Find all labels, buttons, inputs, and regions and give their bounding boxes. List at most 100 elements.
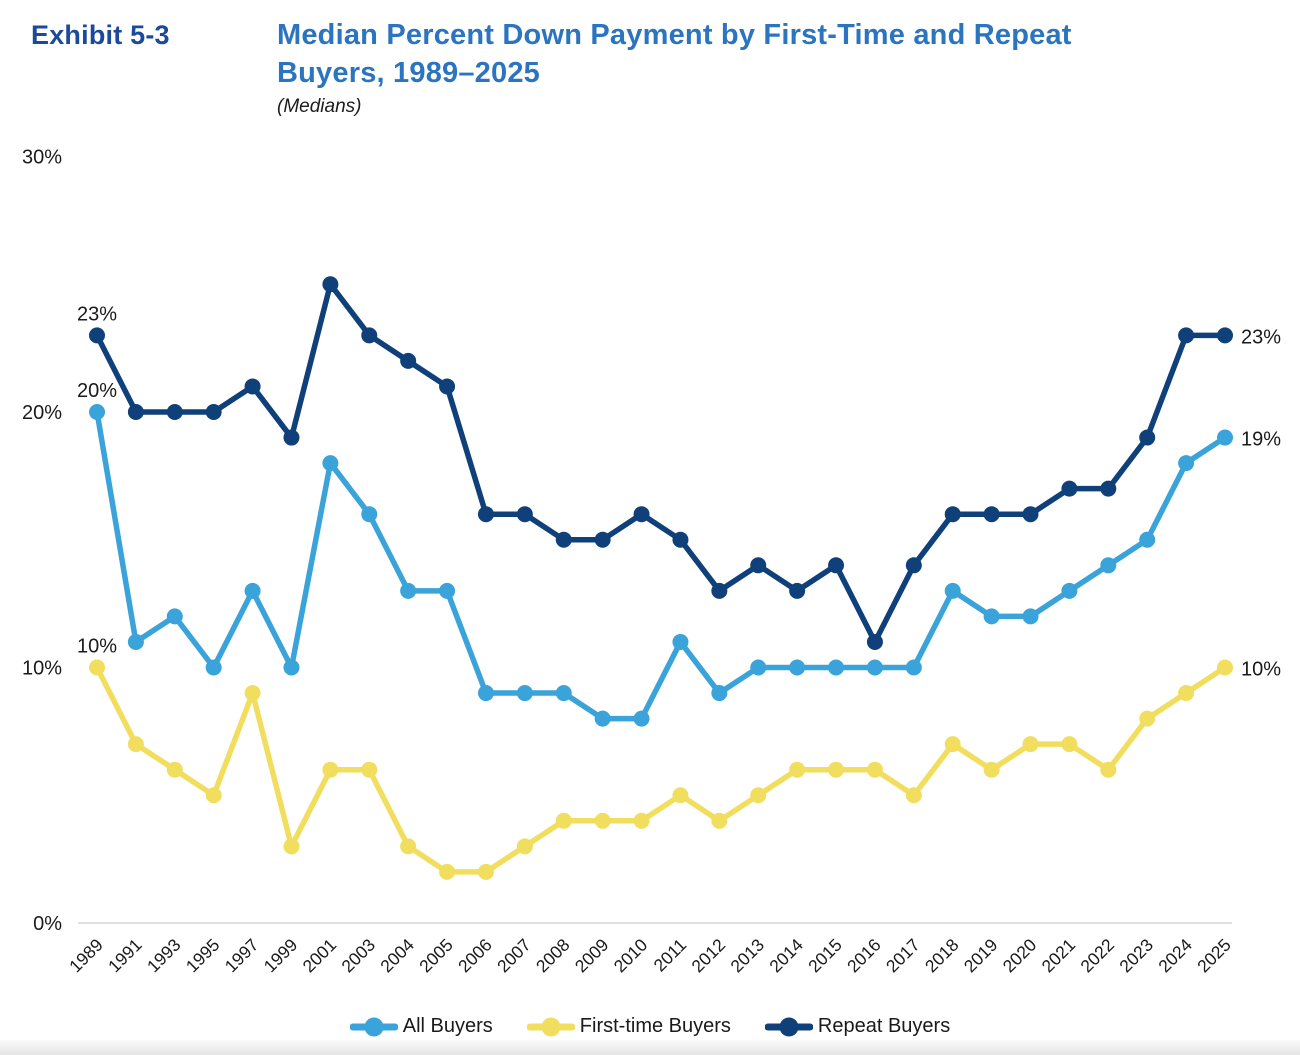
data-point-all-buyers-2014 — [789, 659, 806, 676]
y-axis-label-0: 0% — [33, 913, 62, 935]
x-axis-label-2017: 2017 — [882, 935, 924, 977]
exhibit-label: Exhibit 5-3 — [31, 20, 170, 50]
x-axis-label-2014: 2014 — [765, 935, 807, 977]
point-label-first-time-buyers-1989: 10% — [77, 636, 117, 658]
data-point-all-buyers-1989 — [89, 404, 105, 420]
data-point-repeat-buyers-1995 — [205, 404, 222, 420]
data-point-first-time-buyers-2024 — [1178, 685, 1195, 702]
footer-bar — [0, 1040, 1300, 1055]
data-point-all-buyers-2015 — [828, 659, 845, 676]
data-point-repeat-buyers-2021 — [1061, 480, 1078, 497]
data-point-first-time-buyers-2016 — [866, 761, 883, 778]
data-point-all-buyers-2023 — [1139, 531, 1156, 548]
legend-marker-dot — [364, 1017, 384, 1036]
x-axis-label-2022: 2022 — [1076, 935, 1118, 977]
data-point-repeat-buyers-2004 — [400, 352, 417, 369]
data-point-all-buyers-2003 — [361, 506, 378, 523]
data-point-first-time-buyers-2013 — [750, 787, 767, 804]
data-point-first-time-buyers-2025 — [1217, 659, 1233, 676]
data-point-repeat-buyers-2024 — [1178, 327, 1195, 344]
data-point-all-buyers-1997 — [244, 582, 261, 599]
chart-subtitle: (Medians) — [277, 96, 362, 117]
data-point-first-time-buyers-2007 — [516, 838, 533, 855]
legend-marker-repeat-buyers — [764, 1017, 813, 1036]
data-point-repeat-buyers-2001 — [322, 276, 339, 293]
x-axis-label-2016: 2016 — [843, 935, 885, 977]
series-line-all-buyers — [94, 409, 1228, 722]
series-line-repeat-buyers — [94, 281, 1228, 645]
y-axis-label-20: 20% — [22, 402, 62, 424]
data-point-first-time-buyers-2004 — [400, 838, 417, 855]
data-point-first-time-buyers-2023 — [1139, 710, 1156, 727]
data-point-repeat-buyers-1991 — [127, 404, 144, 420]
data-point-first-time-buyers-2020 — [1022, 736, 1039, 753]
data-point-first-time-buyers-2009 — [594, 812, 611, 829]
x-axis-label-2009: 2009 — [571, 935, 613, 977]
x-axis-label-1995: 1995 — [182, 935, 224, 977]
data-point-repeat-buyers-2011 — [672, 531, 689, 548]
data-point-first-time-buyers-2012 — [711, 812, 728, 829]
title-block: Median Percent Down Payment by First-Tim… — [277, 16, 1267, 118]
data-point-all-buyers-2006 — [477, 685, 494, 702]
data-point-repeat-buyers-2020 — [1022, 506, 1039, 523]
series-line-first-time-buyers — [94, 664, 1228, 875]
data-point-repeat-buyers-1993 — [166, 404, 183, 420]
x-axis-label-2004: 2004 — [376, 935, 418, 977]
x-axis-label-1999: 1999 — [260, 935, 302, 977]
data-point-repeat-buyers-2017 — [905, 557, 922, 574]
legend-label-repeat-buyers: Repeat Buyers — [817, 1015, 951, 1037]
data-point-repeat-buyers-2008 — [555, 531, 572, 548]
data-point-repeat-buyers-2007 — [516, 506, 533, 523]
y-axis-label-10: 10% — [22, 658, 62, 680]
data-point-all-buyers-2011 — [672, 633, 689, 650]
x-axis-label-2001: 2001 — [299, 935, 341, 977]
data-point-all-buyers-1995 — [205, 659, 222, 676]
data-point-first-time-buyers-2017 — [905, 787, 922, 804]
data-point-repeat-buyers-2013 — [750, 557, 767, 574]
legend-marker-all-buyers — [349, 1017, 398, 1036]
data-point-first-time-buyers-1989 — [89, 659, 105, 676]
data-point-all-buyers-2019 — [983, 608, 1000, 625]
x-axis-label-2021: 2021 — [1038, 935, 1080, 977]
data-point-first-time-buyers-2006 — [477, 863, 494, 880]
data-point-all-buyers-2022 — [1100, 557, 1117, 574]
data-point-repeat-buyers-2012 — [711, 582, 728, 599]
data-point-all-buyers-2009 — [594, 710, 611, 727]
data-point-first-time-buyers-2008 — [555, 812, 572, 829]
point-label-all-buyers-1989: 20% — [77, 380, 117, 402]
data-point-repeat-buyers-2018 — [944, 506, 961, 523]
point-label-repeat-buyers-2025: 23% — [1241, 326, 1281, 348]
series-all-buyers — [89, 404, 1233, 727]
x-axis-label-2023: 2023 — [1115, 935, 1157, 977]
x-axis-label-2003: 2003 — [337, 935, 379, 977]
data-point-all-buyers-2008 — [555, 685, 572, 702]
legend-item-all-buyers: All Buyers — [349, 1015, 493, 1038]
data-point-repeat-buyers-1989 — [89, 327, 105, 344]
point-label-first-time-buyers-2025: 10% — [1241, 659, 1281, 681]
data-point-first-time-buyers-2001 — [322, 761, 339, 778]
legend-label-all-buyers: All Buyers — [402, 1015, 493, 1037]
data-point-repeat-buyers-2014 — [789, 582, 806, 599]
legend: All Buyers First-time Buyers Repeat Buyers — [0, 1015, 1300, 1038]
data-point-all-buyers-2001 — [322, 455, 339, 472]
data-point-repeat-buyers-2005 — [439, 378, 456, 395]
data-point-all-buyers-1993 — [166, 608, 183, 625]
legend-marker-first-time-buyers — [526, 1017, 575, 1036]
data-point-first-time-buyers-2015 — [828, 761, 845, 778]
data-point-all-buyers-2021 — [1061, 582, 1078, 599]
x-axis-label-2018: 2018 — [921, 935, 963, 977]
data-point-all-buyers-2017 — [905, 659, 922, 676]
data-point-first-time-buyers-1993 — [166, 761, 183, 778]
data-point-first-time-buyers-2014 — [789, 761, 806, 778]
data-point-all-buyers-1991 — [127, 633, 144, 650]
series-first-time-buyers — [89, 659, 1233, 880]
data-point-first-time-buyers-2003 — [361, 761, 378, 778]
x-axis-label-2007: 2007 — [493, 935, 535, 977]
legend-item-repeat-buyers: Repeat Buyers — [764, 1015, 951, 1038]
data-point-repeat-buyers-2009 — [594, 531, 611, 548]
data-point-all-buyers-2004 — [400, 582, 417, 599]
x-axis-label-2013: 2013 — [726, 935, 768, 977]
data-point-all-buyers-2013 — [750, 659, 767, 676]
data-point-first-time-buyers-2011 — [672, 787, 689, 804]
